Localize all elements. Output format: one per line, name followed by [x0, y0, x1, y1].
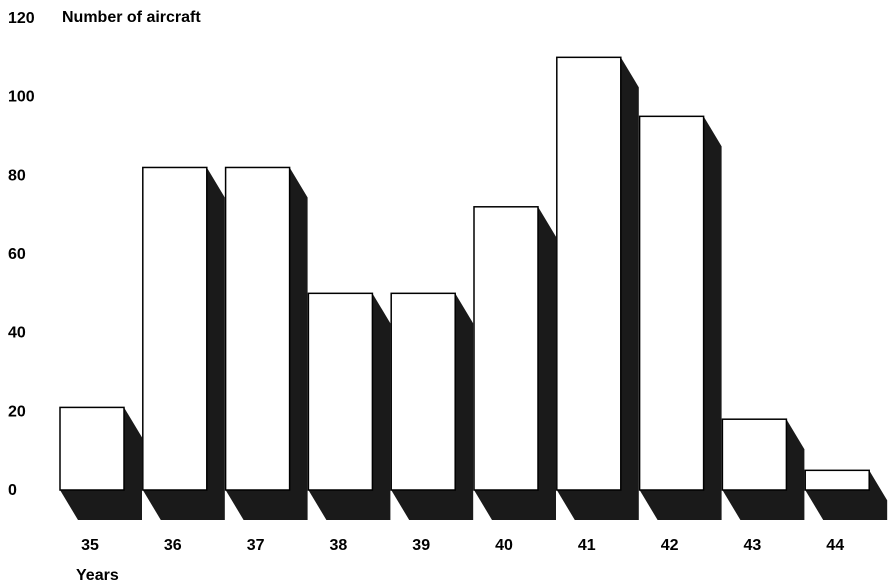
x-tick-label: 41 [578, 537, 596, 554]
x-tick-label: 43 [744, 537, 762, 554]
y-tick-label: 60 [8, 246, 26, 263]
bar [142, 166, 208, 491]
y-tick-label: 20 [8, 403, 26, 420]
bar [307, 292, 374, 491]
y-tick-label: 120 [8, 10, 35, 27]
bar [556, 56, 622, 491]
bar [804, 469, 870, 491]
x-tick-label: 40 [495, 537, 513, 554]
x-axis-ticks: 35 36 37 38 39 40 41 42 43 44 [81, 537, 844, 554]
y-axis-ticks: 0 20 40 60 80 100 120 [8, 10, 35, 499]
x-tick-label: 35 [81, 537, 99, 554]
bar [224, 166, 291, 491]
x-tick-label: 42 [661, 537, 679, 554]
x-tick-label: 44 [826, 537, 844, 554]
bar [59, 406, 125, 491]
x-tick-label: 39 [412, 537, 430, 554]
x-tick-label: 38 [330, 537, 348, 554]
y-tick-label: 0 [8, 482, 17, 499]
bar [390, 292, 456, 491]
y-tick-label: 100 [8, 89, 35, 106]
x-axis-label: Years [76, 567, 119, 584]
bar [721, 418, 788, 491]
x-tick-label: 37 [247, 537, 265, 554]
bar [638, 115, 705, 491]
bar [473, 206, 539, 491]
y-axis-label: Number of aircraft [62, 9, 201, 26]
y-tick-label: 80 [8, 167, 26, 184]
x-tick-label: 36 [164, 537, 182, 554]
y-tick-label: 40 [8, 325, 26, 342]
bars [59, 56, 870, 491]
